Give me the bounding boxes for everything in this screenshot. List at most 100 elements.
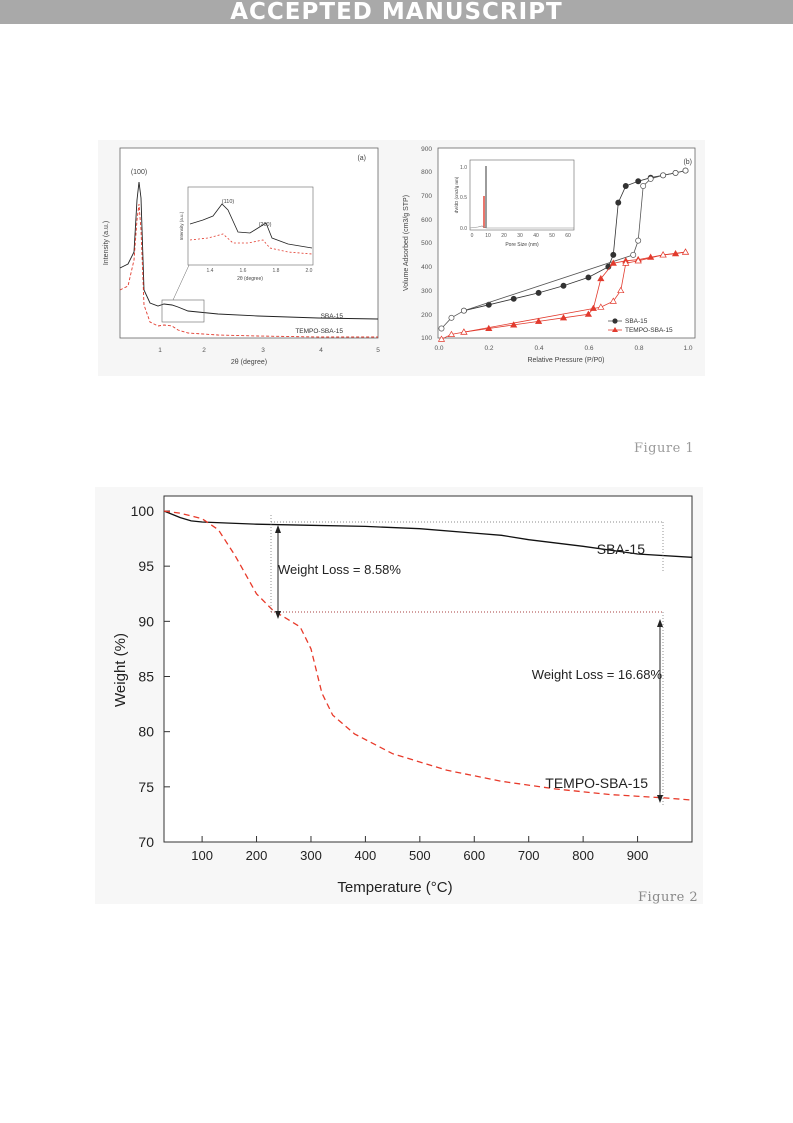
x-tick-label: 900 xyxy=(627,848,649,863)
panel-b-xtick: 0.6 xyxy=(584,345,593,352)
x-tick-label: 700 xyxy=(518,848,540,863)
inset-xtick: 60 xyxy=(565,233,571,239)
panel-b-ytick: 400 xyxy=(421,264,432,271)
isotherm-point xyxy=(447,330,456,337)
panel-b-xtick: 0.8 xyxy=(634,345,643,352)
accepted-manuscript-banner: ACCEPTED MANUSCRIPT xyxy=(0,0,793,25)
isotherm-point xyxy=(672,169,679,176)
panel-b-ytick: 900 xyxy=(421,146,432,153)
legend-marker-sba15 xyxy=(612,318,618,324)
panel-a-inset-xtick: 1.4 xyxy=(207,268,214,274)
figure-1: (a) (100) Intensity (a.u.) 2θ (degree) 1… xyxy=(98,140,705,376)
figure-1-caption: Figure 1 xyxy=(634,441,695,456)
isotherm-line xyxy=(441,170,686,329)
x-tick-label: 500 xyxy=(409,848,431,863)
inset-xtick: 50 xyxy=(549,233,555,239)
panel-b-ytick: 800 xyxy=(421,169,432,176)
panel-a-xtick: 5 xyxy=(376,347,380,354)
panel-b-ytick: 600 xyxy=(421,217,432,224)
panel-a-xtick: 1 xyxy=(158,347,162,354)
panel-b-ytick: 100 xyxy=(421,335,432,342)
tga-line-sba15 xyxy=(163,510,693,558)
figure-2: 100 200 300 400 500 600 700 800 900 70 75 80 85 90 95 1… xyxy=(95,487,703,904)
panel-b-xtick: 0.4 xyxy=(534,345,543,352)
isotherm-point xyxy=(460,307,467,314)
panel-a-xtick: 3 xyxy=(261,347,265,354)
isotherm-point xyxy=(584,310,593,317)
panel-a-inset-xtick: 2.0 xyxy=(306,268,313,274)
panel-a-label-sba15: SBA-15 xyxy=(321,313,344,320)
panel-b-isotherm-marks xyxy=(437,167,690,342)
panel-a-series-tempo xyxy=(119,203,378,338)
inset-xtick: 20 xyxy=(501,233,507,239)
panel-a: (a) (100) Intensity (a.u.) 2θ (degree) 1… xyxy=(103,147,380,366)
panel-a-inset-peak-200: (200) xyxy=(259,222,272,228)
isotherm-point xyxy=(597,274,605,282)
panel-a-label-tempo: TEMPO-SBA-15 xyxy=(295,328,343,335)
isotherm-point xyxy=(460,328,468,335)
panel-a-zoom-pointer xyxy=(172,262,191,301)
y-tick-label: 80 xyxy=(138,724,154,740)
panel-b-ytick: 700 xyxy=(421,193,432,200)
panel-b-ytick: 300 xyxy=(421,288,432,295)
panel-a-inset-peak-110: (110) xyxy=(222,199,235,205)
panel-b: (b) Volume Adsorbed (cm3/g STP) Relative… xyxy=(403,146,696,364)
panel-b-legend-tempo: TEMPO-SBA-15 xyxy=(625,327,673,334)
isotherm-point xyxy=(622,259,630,266)
isotherm-point xyxy=(617,286,625,294)
isotherm-point xyxy=(635,237,642,244)
panel-b-legend-sba15: SBA-15 xyxy=(625,318,648,325)
x-tick-label: 200 xyxy=(246,848,268,863)
isotherm-point xyxy=(660,172,667,179)
panel-a-xtick: 2 xyxy=(202,347,206,354)
isotherm-point xyxy=(448,314,455,321)
isotherm-point xyxy=(437,335,446,342)
panel-a-inset-xtick: 1.6 xyxy=(240,268,247,274)
isotherm-point xyxy=(535,289,542,296)
isotherm-point xyxy=(510,321,518,328)
panel-b-xtick: 1.0 xyxy=(683,345,692,352)
tga-annotations xyxy=(270,515,664,805)
panel-b-yticks: 100 200 300 400 500 600 700 800 900 xyxy=(421,146,432,342)
panel-b-xticks: 0.0 0.2 0.4 0.6 0.8 1.0 xyxy=(434,345,692,352)
isotherm-point xyxy=(622,183,629,189)
inset-ytick: 0.5 xyxy=(460,195,467,201)
panel-b-inset: dV/dD (cm3/g nm) Pore Size (nm) 0 10 20 … xyxy=(454,159,575,248)
series-label-tempo: TEMPO-SBA-15 xyxy=(545,775,648,791)
figure-2-svg: 100 200 300 400 500 600 700 800 900 70 75 80 85 90 95 1… xyxy=(112,495,693,896)
inset-xtick: 0 xyxy=(471,233,474,239)
tga-xlabel: Temperature (°C) xyxy=(337,879,452,896)
isotherm-point xyxy=(615,199,622,206)
panel-b-xlabel: Relative Pressure (P/P0) xyxy=(527,357,604,364)
isotherm-point xyxy=(659,251,667,258)
isotherm-point xyxy=(597,303,605,310)
inset-ytick: 1.0 xyxy=(460,165,467,171)
panel-b-label: (b) xyxy=(683,159,692,166)
panel-a-inset-xlabel: 2θ (degree) xyxy=(237,276,263,282)
isotherm-point xyxy=(610,251,617,258)
y-tick-label: 95 xyxy=(138,558,154,574)
panel-a-xlabel: 2θ (degree) xyxy=(231,359,267,366)
inset-xtick: 10 xyxy=(485,233,491,239)
y-tick-label: 100 xyxy=(131,503,155,519)
panel-a-ylabel: Intensity (a.u.) xyxy=(103,221,110,265)
series-label-sba15: SBA-15 xyxy=(597,541,645,557)
panel-a-inset-ylabel: Intensity (a.u.) xyxy=(179,211,184,240)
y-tick-label: 70 xyxy=(138,834,154,850)
isotherm-point xyxy=(634,257,642,264)
x-tick-label: 300 xyxy=(300,848,322,863)
panel-b-ytick: 200 xyxy=(421,312,432,319)
panel-b-ytick: 500 xyxy=(421,240,432,247)
figure-2-caption: Figure 2 xyxy=(638,890,699,905)
banner-text: ACCEPTED MANUSCRIPT xyxy=(230,0,563,25)
isotherm-point xyxy=(510,295,517,302)
panel-b-inset-xlabel: Pore Size (nm) xyxy=(505,242,539,248)
tga-ylabel: Weight (%) xyxy=(112,633,129,707)
isotherm-point xyxy=(438,325,445,332)
panel-a-series-sba15 xyxy=(119,181,379,320)
panel-b-ylabel: Volume Adsorbed (cm3/g STP) xyxy=(403,195,410,291)
legend-marker-tempo xyxy=(612,327,618,332)
tga-line-tempo-sba15 xyxy=(163,510,693,801)
inset-xtick: 40 xyxy=(533,233,539,239)
isotherm-point xyxy=(630,251,637,258)
